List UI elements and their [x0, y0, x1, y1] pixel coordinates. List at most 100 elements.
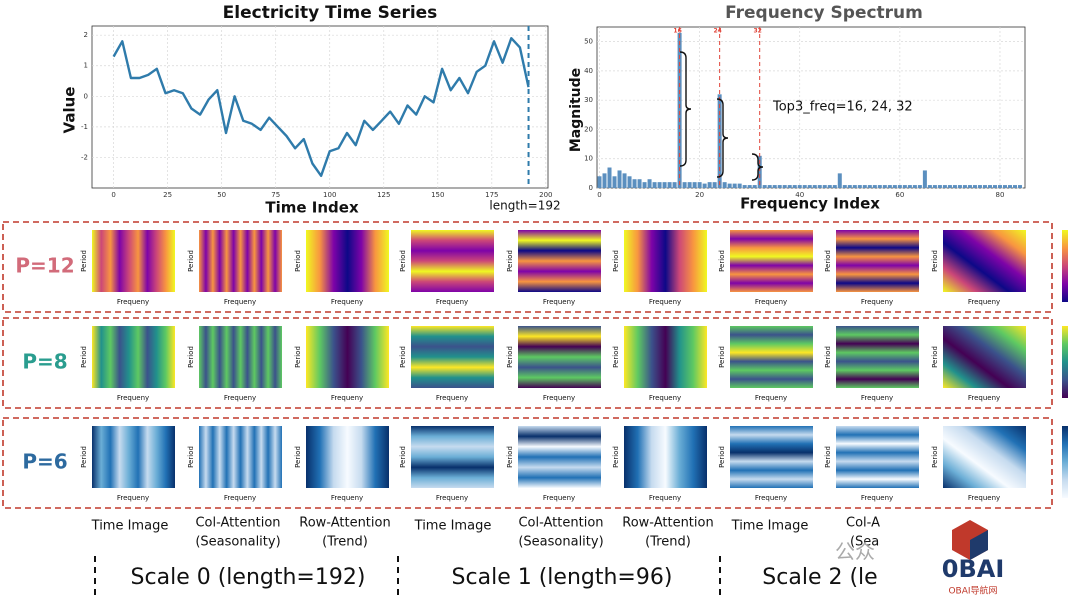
bar [1002, 185, 1007, 188]
heatmap-y-label: Period [399, 250, 407, 272]
bar [752, 185, 757, 188]
bar [907, 185, 912, 188]
bar [647, 179, 652, 188]
bar [927, 185, 932, 188]
heatmap-y-label: Period [294, 250, 302, 272]
heatmap-x-label: Frequeny [224, 494, 256, 502]
row-label: P=12 [15, 254, 74, 278]
logo-cube-face [970, 530, 988, 560]
bar [972, 185, 977, 188]
bar [967, 185, 972, 188]
heatmap [199, 230, 282, 292]
bar [887, 185, 892, 188]
heatmap-y-label: Period [294, 446, 302, 468]
bar [667, 182, 672, 188]
bar [622, 173, 627, 188]
heatmap-x-label: Frequeny [224, 298, 256, 306]
y-tick-label: 0 [84, 92, 88, 100]
bar [837, 173, 842, 188]
heatmap-y-label: Period [931, 250, 939, 272]
x-tick-label: 150 [431, 191, 444, 199]
heatmap-x-label: Frequeny [968, 494, 1000, 502]
bar [787, 185, 792, 188]
heatmap-x-label: Frequeny [543, 494, 575, 502]
y-tick-label: -1 [81, 123, 88, 131]
bar [597, 176, 602, 188]
bar [617, 170, 622, 188]
column-label: Col-Att [846, 516, 890, 531]
series-line [112, 37, 530, 177]
bar [687, 182, 692, 188]
column-label: Time Image [731, 519, 809, 534]
bar [882, 185, 887, 188]
column-label: Row-Attention [299, 516, 390, 531]
bar [642, 182, 647, 188]
heatmap-y-label: Period [187, 446, 195, 468]
scale-label: Scale 2 (le [762, 565, 877, 590]
column-label: Time Image [91, 519, 169, 534]
bar [932, 185, 937, 188]
bar [977, 185, 982, 188]
heatmap-x-label: Frequeny [543, 298, 575, 306]
bar [952, 185, 957, 188]
heatmap-y-label: Period [612, 346, 620, 368]
y-tick-label: 30 [584, 96, 593, 104]
peak-label: 32 [754, 28, 762, 35]
bar [902, 185, 907, 188]
bar [987, 185, 992, 188]
bar [1012, 185, 1017, 188]
heatmap [92, 326, 175, 388]
bar [607, 167, 612, 188]
bar [1007, 185, 1012, 188]
y-tick-label: 0 [589, 184, 593, 192]
row-label: P=8 [22, 350, 67, 374]
bar [612, 176, 617, 188]
x-axis-label: Time Index [265, 199, 359, 217]
y-tick-label: 10 [584, 155, 593, 163]
bar [672, 182, 677, 188]
colorbar [1062, 326, 1068, 398]
logo-site: OBAI导航网 [948, 585, 997, 597]
heatmap-x-label: Frequeny [331, 494, 363, 502]
heatmap [199, 326, 282, 388]
bar [827, 185, 832, 188]
bar [692, 182, 697, 188]
heatmap [518, 426, 601, 488]
heatmap [730, 326, 813, 388]
column-label: (Seasonality) [518, 535, 603, 550]
heatmap-y-label: Period [294, 346, 302, 368]
heatmap-x-label: Frequeny [117, 298, 149, 306]
x-tick-label: 80 [996, 191, 1005, 199]
bar [922, 170, 927, 188]
scale-label: Scale 1 (length=96) [452, 565, 673, 590]
heatmap-y-label: Period [187, 346, 195, 368]
chart-title: Electricity Time Series [223, 3, 438, 23]
heatmap-x-label: Frequeny [649, 298, 681, 306]
bar [777, 185, 782, 188]
bar [722, 182, 727, 188]
heatmap [730, 426, 813, 488]
column-label: (Trend) [645, 535, 691, 550]
bar [677, 32, 682, 188]
heatmap-x-label: Frequeny [331, 394, 363, 402]
watermark-text: 公众 [835, 540, 875, 564]
heatmap-y-label: Period [399, 346, 407, 368]
heatmap-y-label: Period [399, 446, 407, 468]
x-tick-label: 125 [377, 191, 390, 199]
x-tick-label: 200 [539, 191, 552, 199]
bar [737, 183, 742, 188]
bar [832, 185, 837, 188]
heatmap [943, 326, 1026, 388]
heatmap-y-label: Period [612, 446, 620, 468]
heatmap-x-label: Frequeny [436, 298, 468, 306]
y-tick-label: 20 [584, 125, 593, 133]
bar [822, 185, 827, 188]
logo-text: 0BAI [942, 555, 1005, 583]
bar [807, 185, 812, 188]
peak-label: 16 [673, 28, 681, 35]
heatmap-y-label: Period [931, 446, 939, 468]
bar [892, 185, 897, 188]
column-label: (Seasonality) [195, 535, 280, 550]
bar [962, 185, 967, 188]
row-box [2, 417, 1053, 509]
